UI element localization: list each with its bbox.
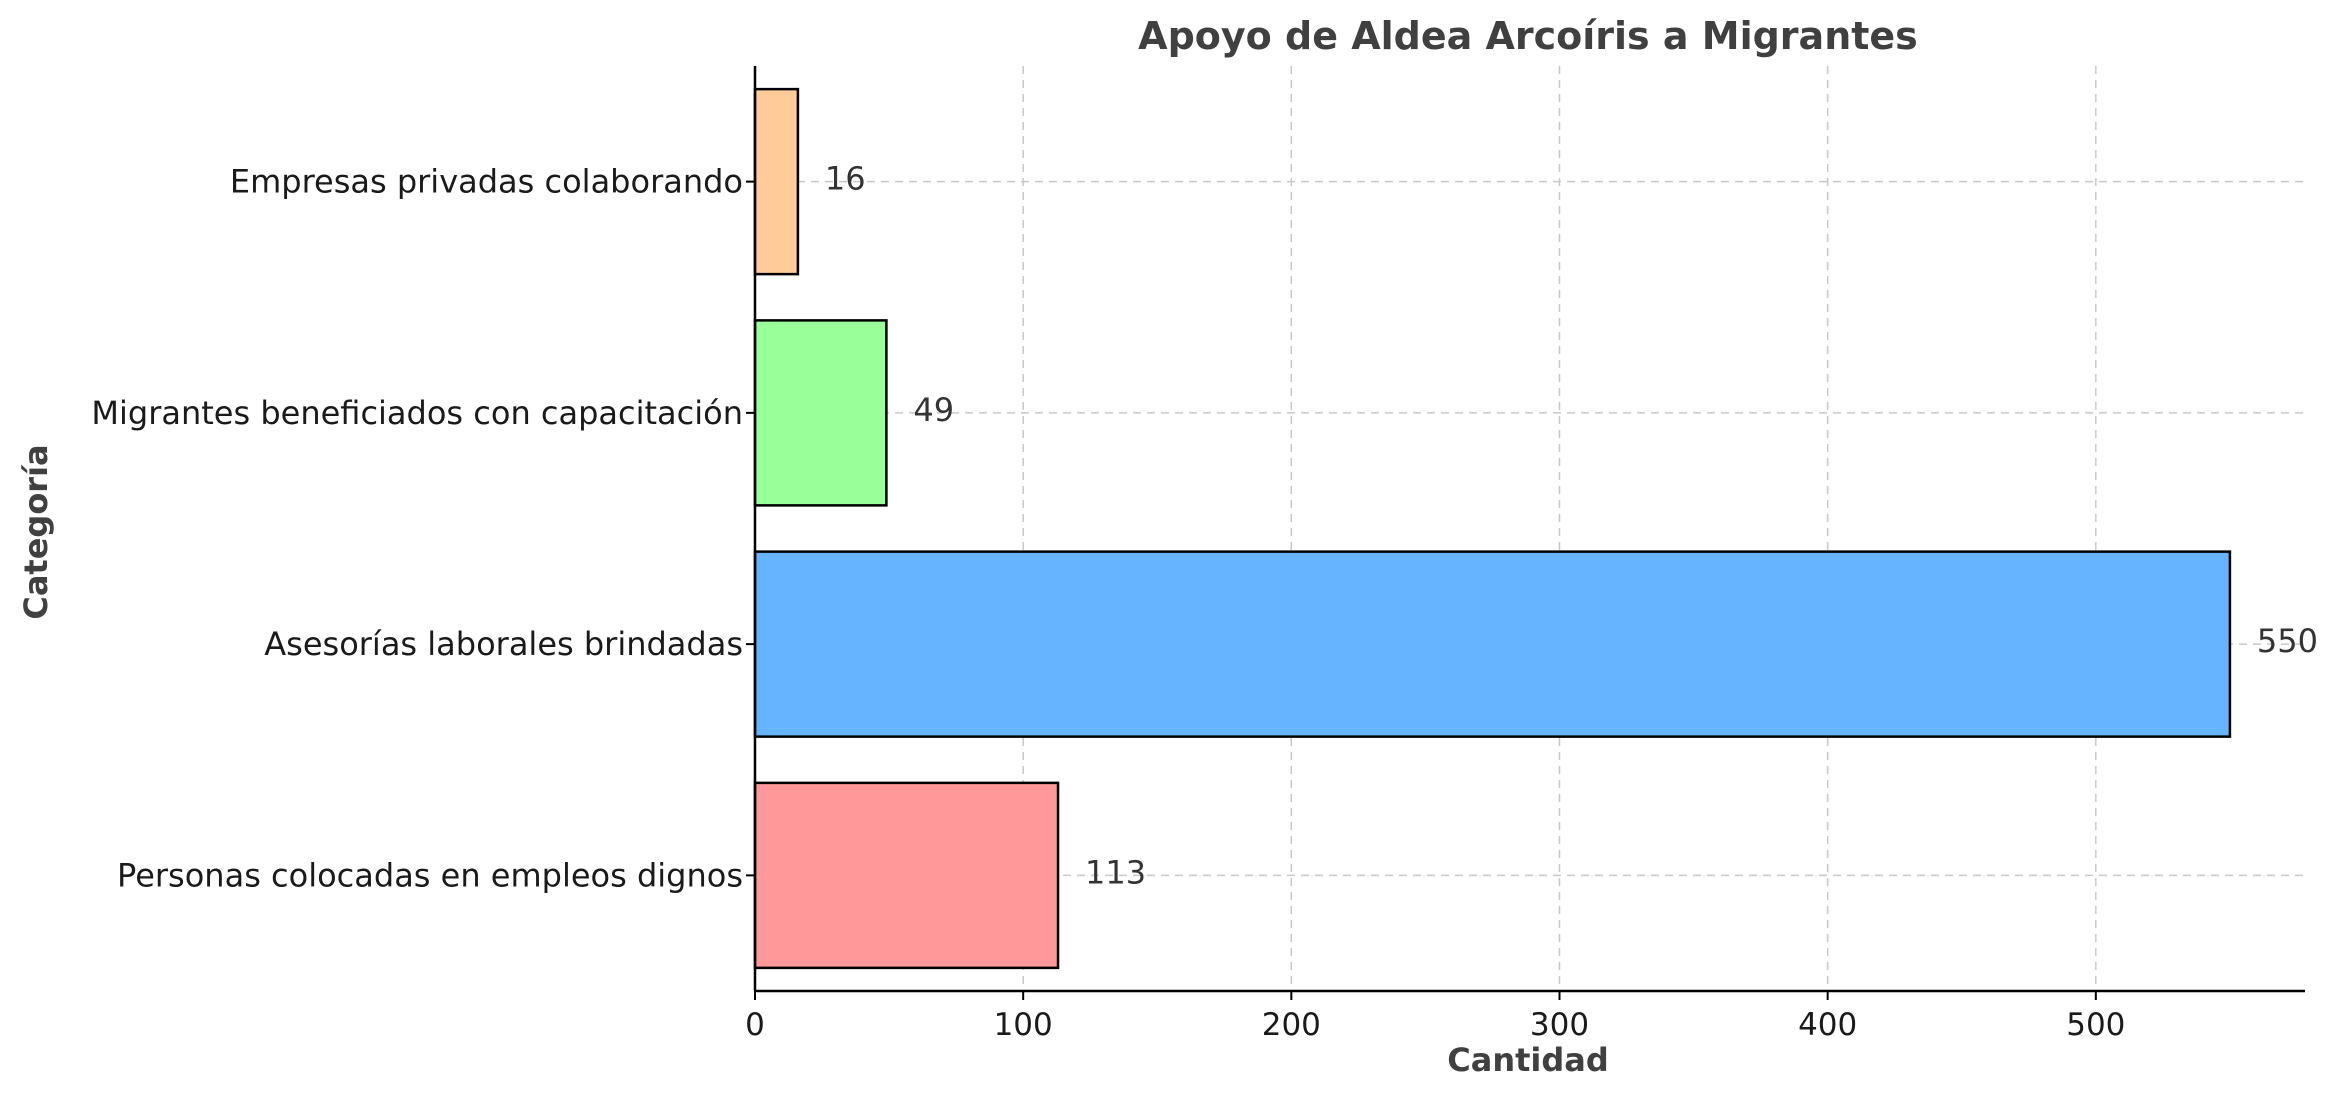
x-tick-label: 200 [1262, 1007, 1321, 1043]
chart-title: Apoyo de Aldea Arcoíris a Migrantes [1138, 14, 1918, 58]
x-ticks: 0 100 200 300 400 500 [745, 991, 2125, 1043]
category-label: Empresas privadas colaborando [230, 163, 743, 201]
category-labels: Personas colocadas en empleos dignos Ases… [91, 163, 755, 894]
bars [753, 87, 2232, 970]
x-tick-label: 400 [1798, 1007, 1857, 1043]
data-label: 49 [913, 391, 954, 429]
x-tick-label: 0 [745, 1007, 765, 1043]
bar [753, 319, 888, 507]
axes [753, 66, 2305, 993]
data-label: 550 [2257, 622, 2318, 660]
bar [753, 87, 800, 276]
category-label: Asesorías laborales brindadas [264, 625, 743, 663]
data-label: 16 [825, 160, 866, 198]
x-tick-label: 500 [2066, 1007, 2125, 1043]
value-labels: 113 550 49 16 [825, 160, 2318, 892]
bar [753, 550, 2232, 738]
bar [753, 781, 1060, 970]
category-label: Personas colocadas en empleos dignos [117, 856, 743, 894]
x-axis-label: Cantidad [1447, 1041, 1609, 1079]
x-tick-label: 300 [1530, 1007, 1589, 1043]
y-axis-label: Categoría [17, 444, 55, 619]
x-tick-label: 100 [994, 1007, 1053, 1043]
category-label: Migrantes beneficiados con capacitación [91, 394, 743, 432]
data-label: 113 [1085, 853, 1146, 891]
